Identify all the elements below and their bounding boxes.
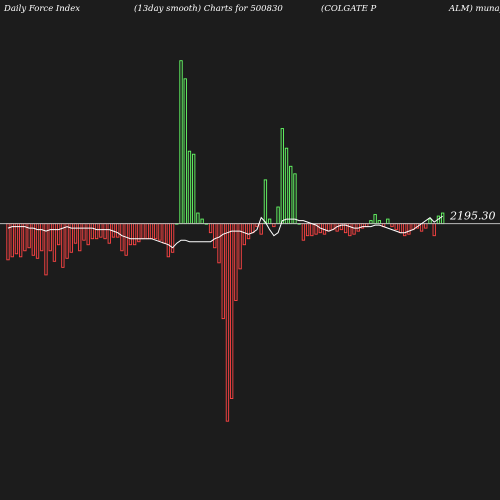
- force-bar: [120, 223, 124, 252]
- force-bar: [213, 223, 217, 249]
- force-bar: [280, 128, 284, 225]
- force-bar: [208, 223, 213, 234]
- force-bar: [19, 223, 23, 258]
- force-bar: [276, 206, 280, 225]
- force-bar: [221, 223, 225, 320]
- force-bar: [289, 165, 293, 225]
- force-bar: [166, 223, 171, 258]
- force-bar: [158, 223, 162, 241]
- force-bar: [128, 223, 133, 246]
- force-bar: [192, 153, 196, 225]
- smooth-line: [7, 215, 443, 249]
- force-bar: [360, 223, 365, 229]
- force-bar: [441, 212, 445, 225]
- chart-title-left: Daily Force Index: [3, 4, 80, 14]
- force-bar: [10, 223, 14, 258]
- force-bar: [116, 223, 120, 238]
- force-bar: [86, 223, 90, 246]
- force-bar: [432, 223, 436, 237]
- force-bar: [145, 223, 149, 240]
- chart-title-right-2: ALM) munafa: [448, 3, 500, 14]
- force-bar: [339, 223, 344, 231]
- force-bar: [428, 218, 432, 225]
- force-bar: [154, 223, 158, 240]
- force-bar: [398, 223, 403, 234]
- force-bar: [132, 223, 137, 246]
- force-bar: [225, 223, 230, 422]
- zero-value-label: 2195.30: [449, 210, 496, 223]
- force-bar: [403, 223, 407, 237]
- chart-title-right-1: (COLGATE P: [321, 3, 376, 14]
- force-bar: [234, 223, 238, 301]
- force-bar: [217, 223, 221, 264]
- force-bar: [82, 223, 86, 241]
- force-bar: [141, 223, 145, 240]
- force-bar: [187, 150, 192, 225]
- force-bar: [27, 223, 31, 249]
- force-bar: [238, 223, 242, 270]
- force-bar: [310, 223, 314, 237]
- force-bar: [293, 173, 297, 225]
- force-bar: [14, 223, 19, 255]
- force-bar: [246, 223, 251, 240]
- force-bar: [301, 223, 306, 241]
- force-bar: [284, 147, 289, 225]
- force-bar: [65, 223, 69, 259]
- force-bar: [230, 223, 234, 400]
- force-bar: [251, 223, 255, 234]
- force-bar: [23, 223, 27, 252]
- force-bar: [107, 223, 111, 244]
- force-bar: [40, 223, 44, 252]
- force-bar: [327, 223, 331, 232]
- force-bar: [386, 218, 390, 225]
- force-bar: [348, 223, 352, 237]
- chart-title-middle: (13day smooth) Charts for 500830: [134, 3, 283, 14]
- force-bar: [94, 223, 99, 240]
- force-bar: [103, 223, 107, 240]
- force-bar: [90, 223, 95, 240]
- force-bar: [407, 223, 411, 235]
- force-bar: [200, 218, 204, 225]
- force-bar: [259, 223, 263, 235]
- force-bar: [263, 179, 268, 225]
- force-bar: [6, 223, 10, 261]
- force-bar: [124, 223, 128, 256]
- force-bar: [162, 223, 166, 244]
- force-bar: [179, 60, 183, 225]
- force-bar: [56, 223, 61, 246]
- force-bar: [73, 223, 78, 244]
- force-bar: [183, 78, 187, 225]
- force-bar: [149, 223, 154, 240]
- force-bar: [242, 223, 246, 246]
- force-bar: [99, 223, 103, 238]
- force-bar: [267, 218, 272, 225]
- force-bar: [196, 212, 200, 225]
- force-bar: [373, 214, 377, 225]
- force-bar: [394, 223, 398, 231]
- force-bar: [352, 223, 356, 235]
- force-bar: [305, 223, 310, 237]
- force-bar: [61, 223, 65, 268]
- bar-series: [6, 60, 445, 422]
- force-bar: [48, 223, 52, 252]
- force-bar: [424, 223, 428, 229]
